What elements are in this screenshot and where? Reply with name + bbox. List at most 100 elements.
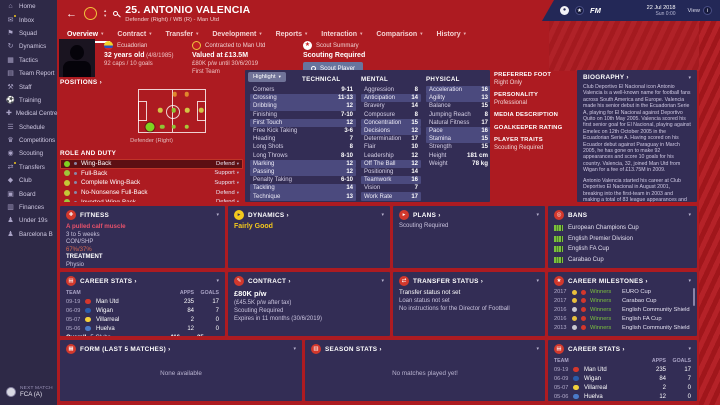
collapse-chevron-icon[interactable]: ▾ (293, 346, 296, 352)
collapse-chevron-icon[interactable]: ▾ (216, 278, 219, 284)
positions-section: POSITIONS › (60, 70, 243, 202)
chevron-down-icon: ▾ (463, 31, 466, 36)
view-menu[interactable]: View i (688, 6, 712, 15)
position-dot (147, 123, 154, 130)
role-row[interactable]: Full-Back Support ▾ (60, 169, 243, 179)
sidebar-item[interactable]: ⚒ Staff (7, 83, 32, 91)
sidebar-item[interactable]: ☰ Schedule (7, 123, 45, 131)
career-stat-row: 09-19 Man Utd 235 17 (66, 298, 219, 305)
attribute-row: Marking 12 (250, 159, 356, 168)
collapse-chevron-icon[interactable]: ▾ (688, 74, 691, 81)
collapse-chevron-icon[interactable]: ▾ (536, 346, 539, 352)
attribute-row: Determination 17 (364, 136, 418, 143)
sidebar-item[interactable]: ✉ Inbox (0, 13, 57, 26)
scout-star-icon: ★ (303, 41, 312, 50)
attribute-row: Positioning 14 (364, 168, 418, 175)
contract-info: Contracted to Man Utd Valued at £13.5M £… (192, 41, 266, 75)
sidebar-item[interactable]: ♟ Under 19s (7, 217, 48, 225)
scrollbar[interactable] (693, 288, 695, 306)
manager-profile-icon[interactable]: ★ (575, 6, 584, 15)
role-row[interactable]: No-Nonsense Full-Back Defend ▾ (60, 188, 243, 198)
season-stats-icon: ▥ (311, 344, 321, 354)
search-icon[interactable] (113, 11, 119, 16)
collapse-chevron-icon[interactable]: ▾ (536, 212, 539, 218)
collapse-chevron-icon[interactable]: ▾ (216, 212, 219, 218)
sidebar-item-icon: ▣ (7, 190, 14, 198)
role-suitability-icon (64, 189, 70, 196)
club-badge-icon (581, 289, 586, 295)
attribute-row: Acceleration 16 (426, 86, 490, 95)
tab[interactable]: Comparison ▾ (376, 30, 423, 38)
career-stats-icon: ▤ (554, 344, 564, 354)
sidebar-item[interactable]: ⚑ Squad (7, 29, 37, 37)
duty-dropdown[interactable]: Support ▾ (214, 179, 239, 186)
attribute-row: Long Throws 8-10 (253, 152, 353, 159)
eligibility-bars-icon (554, 256, 563, 263)
sidebar-item[interactable]: ▥ Finances (7, 204, 45, 212)
ban-competition-row: English FA Cup (554, 244, 691, 255)
duty-dropdown[interactable]: Defend▾ (216, 189, 239, 196)
world-icon[interactable]: ● (560, 6, 569, 15)
highlight-dropdown[interactable]: Highlight ▾ (248, 72, 286, 82)
role-row[interactable]: Wing-Back Defend ▾ (60, 159, 243, 169)
collapse-chevron-icon[interactable]: ▾ (381, 278, 384, 284)
sidebar-item[interactable]: ✚ Medical Centre (6, 110, 58, 118)
chevron-down-icon: ▾ (149, 31, 152, 36)
sidebar-item[interactable]: ▣ Board (7, 190, 36, 198)
chevron-down-icon: ▾ (305, 31, 308, 36)
tab[interactable]: Transfer ▾ (165, 30, 199, 38)
ban-competition-row: Carabao Cup (554, 255, 691, 266)
sidebar-item[interactable]: ⚽ Training (6, 96, 42, 104)
attribute-row: Tackling 14 (250, 184, 356, 193)
attribute-row: Long Shots 8 (253, 144, 353, 151)
position-dot (171, 124, 177, 129)
tab[interactable]: Reports ▾ (275, 30, 308, 38)
sidebar-item-icon: ⇄ (6, 160, 17, 172)
tab[interactable]: History ▾ (436, 30, 466, 38)
tab[interactable]: Contract ▾ (117, 30, 152, 38)
sidebar-item[interactable]: ▦ Tactics (7, 56, 38, 64)
sidebar-item[interactable]: ♟ Barcelona B (7, 230, 53, 238)
chevron-down-icon: ▾ (420, 31, 423, 36)
collapse-chevron-icon[interactable]: ▾ (536, 278, 539, 284)
collapse-chevron-icon[interactable]: ▾ (688, 212, 691, 218)
dof-instruction-line: No instructions for the Director of Foot… (399, 306, 510, 312)
duty-dropdown[interactable]: Defend▾ (216, 160, 239, 167)
back-icon[interactable]: ← (66, 7, 77, 20)
milestone-row: 2013 Winners English Community Shield (554, 324, 690, 331)
decorative-stripes (699, 0, 720, 405)
player-cycle-arrows[interactable]: ▴ ▾ (104, 8, 107, 18)
collapse-chevron-icon[interactable]: ▾ (688, 346, 691, 352)
milestones-icon: ★ (554, 276, 564, 286)
positions-title[interactable]: POSITIONS › (60, 79, 103, 86)
collapse-chevron-icon[interactable]: ▾ (381, 212, 384, 218)
next-match-team: FCA (A) (20, 391, 42, 398)
injury-duration: 3 to 5 weeks (66, 231, 100, 238)
position-pitch (138, 89, 206, 133)
duty-dropdown[interactable]: Support ▾ (214, 170, 239, 177)
sidebar-item[interactable]: ↻ Dynamics (7, 43, 47, 51)
sidebar-item-icon: ⌂ (8, 3, 13, 11)
decorative-stripes (549, 21, 699, 71)
duty-dropdown[interactable]: Defend▾ (216, 199, 239, 202)
collapse-chevron-icon[interactable]: ▾ (688, 278, 691, 284)
sidebar-item[interactable]: ▤ Team Report (7, 70, 55, 78)
club-crest-icon (84, 7, 97, 20)
sidebar-item[interactable]: ◉ Scouting (7, 150, 44, 158)
next-match[interactable]: NEXT MATCH FCA (A) (6, 386, 53, 398)
career-stat-row: 06-09 Wigan 84 7 (66, 307, 219, 314)
sidebar-item[interactable]: ⌂ Home (0, 0, 57, 13)
sidebar-item[interactable]: ♛ Competitions (7, 137, 56, 145)
bans-panel: ◎ BANS ▾ European Champions Cup English Pr… (548, 206, 697, 268)
trophy-icon (572, 316, 577, 322)
role-row[interactable]: Inverted Wing-Back Defend▾ (60, 197, 243, 202)
sidebar-item[interactable]: ◆ Club (7, 177, 32, 185)
physical-header: PHYSICAL (426, 76, 460, 83)
season-empty-message: No matches played yet! (392, 369, 458, 377)
attribute-row: First Touch 12 (250, 118, 356, 127)
tab[interactable]: Interaction ▾ (321, 30, 363, 38)
role-row[interactable]: Complete Wing-Back Support ▾ (60, 178, 243, 188)
tab[interactable]: Development ▾ (212, 30, 262, 38)
dynamics-icon: ▸ (234, 210, 244, 220)
sidebar-item[interactable]: ⇄ Transfers (0, 160, 57, 174)
